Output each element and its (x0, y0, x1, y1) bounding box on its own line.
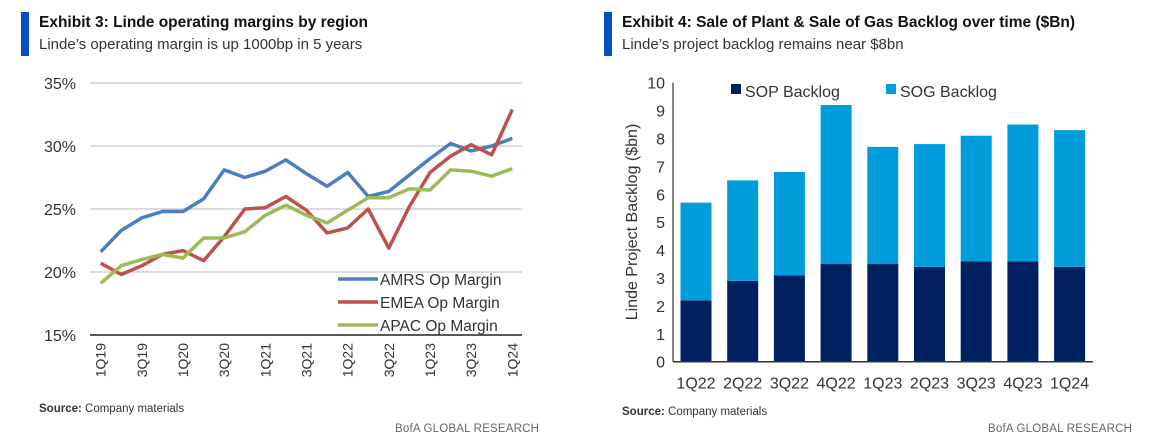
x-tick-label: 2Q22 (723, 376, 762, 393)
legend-label: SOG Backlog (900, 84, 997, 101)
y-tick-label: 10 (647, 76, 665, 93)
x-tick-label: 2Q23 (910, 376, 949, 393)
y-tick-label: 30% (44, 139, 76, 156)
exhibit-4-title: Exhibit 4: Sale of Plant & Sale of Gas B… (622, 14, 1076, 31)
y-tick-label: 25% (44, 202, 76, 219)
bar-sop-3Q22 (773, 275, 805, 362)
x-tick-label: 3Q22 (381, 343, 397, 377)
x-tick-label: 1Q24 (1050, 376, 1089, 393)
bar-sop-1Q22 (680, 300, 712, 362)
exhibit-3-title: Exhibit 3: Linde operating margins by re… (39, 14, 368, 31)
x-tick-label: 3Q19 (134, 343, 150, 377)
bar-sog-2Q22 (727, 180, 759, 281)
x-tick-label: 1Q22 (676, 376, 715, 393)
exhibit-4-source: Source: Company materials (622, 406, 767, 418)
bar-sog-1Q22 (680, 202, 712, 301)
x-tick-label: 1Q21 (257, 343, 273, 377)
y-tick-label: 9 (656, 104, 665, 121)
bar-sop-3Q23 (960, 261, 992, 362)
bar-sog-4Q22 (820, 105, 852, 265)
y-tick-label: 35% (44, 76, 76, 93)
bar-sog-2Q23 (914, 144, 945, 267)
x-tick-label: 1Q23 (422, 343, 438, 377)
x-tick-label: 1Q20 (175, 343, 191, 377)
series-line-emea (99, 108, 514, 277)
x-tick-label: 3Q23 (463, 343, 479, 377)
bar-sop-1Q24 (1054, 266, 1086, 362)
y-tick-label: 3 (656, 271, 665, 288)
exhibit-3-source: Source: Company materials (39, 403, 184, 415)
legend-label: AMRS Op Margin (380, 272, 501, 289)
legend-label: APAC Op Margin (380, 318, 498, 335)
x-tick-label: 1Q22 (340, 343, 356, 377)
y-tick-label: 15% (44, 328, 76, 345)
x-tick-label: 4Q23 (1003, 376, 1042, 393)
legend-swatch (731, 84, 741, 94)
bar-sog-3Q23 (960, 135, 992, 262)
x-tick-label: 3Q23 (957, 376, 996, 393)
y-tick-label: 1 (656, 327, 665, 344)
exhibit-4-subtitle: Linde’s project backlog remains near $8b… (622, 36, 904, 53)
bar-sop-1Q23 (867, 264, 899, 362)
exhibit-accent-bar (21, 12, 29, 56)
x-tick-label: 1Q24 (504, 343, 520, 377)
x-tick-label: 3Q22 (770, 376, 809, 393)
x-tick-label: 3Q21 (299, 343, 315, 377)
x-tick-label: 3Q20 (216, 343, 232, 377)
exhibit-4-brand: BofA GLOBAL RESEARCH (988, 423, 1133, 435)
y-tick-label: 20% (44, 265, 76, 282)
series-line-apac (99, 167, 513, 285)
y-tick-label: 6 (656, 187, 665, 204)
exhibit-3-subtitle: Linde’s operating margin is up 1000bp in… (39, 36, 363, 53)
bar-sop-4Q22 (820, 264, 852, 362)
legend-label: SOP Backlog (745, 84, 840, 101)
y-tick-label: 4 (656, 243, 665, 260)
series-line-amrs (99, 136, 513, 254)
source-label: Source: (39, 403, 82, 415)
x-tick-label: 4Q22 (817, 376, 856, 393)
source-text: Company materials (85, 403, 185, 415)
y-tick-label: 7 (656, 159, 665, 176)
y-tick-label: 5 (656, 215, 665, 232)
x-tick-label: 1Q19 (93, 343, 109, 377)
bar-sog-1Q23 (867, 146, 899, 265)
bar-sog-3Q22 (773, 171, 805, 276)
legend-label: EMEA Op Margin (380, 295, 500, 312)
source-label: Source: (622, 406, 665, 418)
source-text: Company materials (668, 406, 768, 418)
bar-sop-4Q23 (1007, 261, 1039, 362)
bar-sop-2Q22 (727, 280, 759, 362)
y-tick-label: 2 (656, 299, 665, 316)
bar-sog-4Q23 (1007, 124, 1039, 262)
exhibit-accent-bar (604, 12, 612, 56)
x-tick-label: 1Q23 (863, 376, 902, 393)
legend-swatch (886, 84, 896, 94)
bar-sog-1Q24 (1054, 130, 1086, 267)
y-axis-label: Linde Project Backlog ($bn) (624, 124, 641, 321)
exhibit-3-brand: BofA GLOBAL RESEARCH (395, 423, 540, 435)
y-tick-label: 0 (656, 355, 665, 372)
y-tick-label: 8 (656, 132, 665, 149)
bar-sop-2Q23 (914, 266, 945, 362)
